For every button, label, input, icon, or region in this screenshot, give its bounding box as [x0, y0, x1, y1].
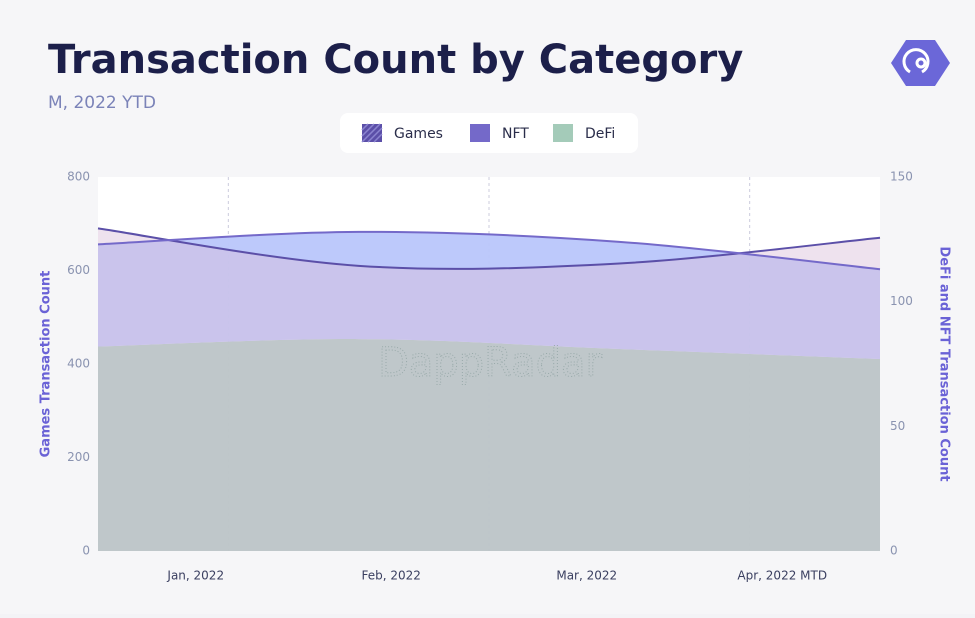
x-tick-label: Mar, 2022	[556, 569, 617, 583]
legend-label[interactable]: Games	[394, 126, 443, 142]
legend-label[interactable]: DeFi	[585, 126, 615, 142]
legend-swatch[interactable]	[470, 124, 490, 142]
y-tick-label: 600	[67, 263, 90, 277]
y-tick-label: 400	[67, 357, 90, 371]
line	[97, 230, 881, 271]
y2-tick-label: 100	[890, 294, 913, 308]
y-tick-label: 800	[67, 170, 90, 184]
y2-axis-title: DeFi and NFT Transaction Count	[937, 246, 952, 481]
legend-hatch	[361, 123, 383, 143]
x-tick-label: Apr, 2022 MTD	[737, 569, 827, 583]
y2-tick-label: 0	[890, 544, 898, 558]
logo	[891, 40, 950, 86]
y-tick-label: 200	[67, 450, 90, 464]
area	[98, 228, 880, 552]
legend-label[interactable]: NFT	[502, 126, 529, 142]
chart-subtitle: M, 2022 YTD	[48, 93, 156, 113]
y2-tick-label: 50	[890, 419, 905, 433]
x-tick-label: Jan, 2022	[166, 569, 224, 583]
watermark: DappRadar	[378, 340, 602, 386]
area	[98, 231, 880, 360]
x-tick-label: Feb, 2022	[362, 569, 421, 583]
y-axis-title: Games Transaction Count	[39, 271, 54, 458]
line	[97, 227, 881, 270]
chart-title: Transaction Count by Category	[48, 37, 743, 83]
area	[98, 339, 880, 551]
legend-swatch[interactable]	[553, 124, 573, 142]
y2-tick-label: 150	[890, 170, 913, 184]
y-tick-label: 0	[82, 544, 90, 558]
